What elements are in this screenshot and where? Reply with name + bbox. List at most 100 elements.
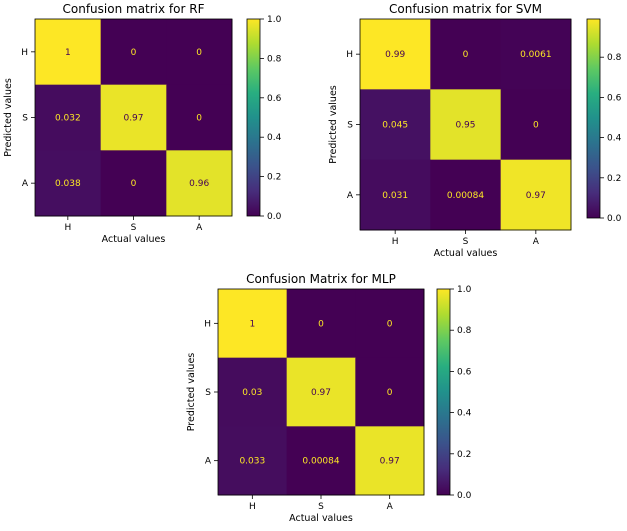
colorbar xyxy=(586,18,601,219)
cell-value-label: 0.99 xyxy=(385,50,405,60)
x-tick-label: H xyxy=(249,502,256,512)
heatmap-cell xyxy=(35,84,102,151)
heatmap-cell xyxy=(500,19,572,90)
cell-value-label: 0.97 xyxy=(526,191,546,201)
cell-value-label: 0.97 xyxy=(380,457,400,467)
heatmap-cell xyxy=(286,289,356,359)
x-tick-label: H xyxy=(64,223,71,233)
colorbar-tick-label: 0.6 xyxy=(457,367,472,377)
colorbar xyxy=(436,288,451,496)
cell-value-label: 0.0061 xyxy=(520,50,552,60)
heatmap-cell xyxy=(166,84,233,151)
y-tick-label: H xyxy=(346,50,353,60)
cell-value-label: 0.97 xyxy=(311,388,331,398)
colorbar-tick-label: 0.0 xyxy=(607,214,622,224)
cell-value-label: 0.033 xyxy=(239,457,265,467)
chart-title: Confusion Matrix for MLP xyxy=(246,272,396,286)
colorbar-tick-label: 0.0 xyxy=(457,491,472,501)
heatmap-cell xyxy=(100,19,167,86)
heatmap-cell xyxy=(35,19,102,86)
colorbar-tick-label: 0.4 xyxy=(267,133,282,143)
x-axis-label: Actual values xyxy=(434,248,498,259)
heatmap-cell xyxy=(360,89,431,161)
cell-value-label: 0 xyxy=(318,319,324,329)
heatmap-cell xyxy=(430,89,502,161)
colorbar xyxy=(246,18,261,217)
colorbar-tick-label: 0.2 xyxy=(607,174,621,184)
colorbar-tick-label: 0.6 xyxy=(267,94,282,104)
confusion-matrix-panel-1: 1 0 0 0.032 0.97 0 0.038 0 0.96 Confusion matrix … xyxy=(3,2,282,245)
colorbar-tick-label: 0.6 xyxy=(607,93,622,103)
heatmap-cell xyxy=(166,150,233,217)
heatmap-cell xyxy=(500,159,572,231)
cell-value-label: 0 xyxy=(196,114,202,124)
cell-value-label: 0.97 xyxy=(123,114,143,124)
x-tick-label: A xyxy=(533,237,540,247)
x-axis-label: Actual values xyxy=(289,513,353,524)
cell-value-label: 1 xyxy=(249,319,255,329)
cell-value-label: 0 xyxy=(387,388,393,398)
x-tick-label: S xyxy=(463,237,469,247)
cell-value-label: 0 xyxy=(387,319,393,329)
colorbar-tick-label: 0.2 xyxy=(457,450,471,460)
cell-value-label: 0 xyxy=(463,50,469,60)
cell-value-label: 1 xyxy=(65,48,71,58)
cell-value-label: 0 xyxy=(131,179,137,189)
y-tick-label: S xyxy=(22,114,28,124)
colorbar-tick-label: 0.2 xyxy=(267,173,281,183)
heatmap-cell xyxy=(218,289,288,359)
y-axis-label: Predicted values xyxy=(328,85,339,164)
heatmap-cell xyxy=(360,159,431,231)
colorbar-tick-label: 0.8 xyxy=(457,326,472,336)
colorbar-tick-label: 0.4 xyxy=(607,134,622,144)
x-axis-label: Actual values xyxy=(102,234,166,245)
y-axis-label: Predicted values xyxy=(186,353,197,432)
chart-title: Confusion matrix for RF xyxy=(63,2,205,16)
x-tick-label: A xyxy=(196,223,203,233)
heatmap-cell xyxy=(430,19,502,90)
heatmap-cell xyxy=(355,357,425,427)
heatmap-cell xyxy=(35,150,102,217)
heatmap-cell xyxy=(360,19,431,90)
y-tick-label: S xyxy=(205,388,211,398)
heatmap-cell xyxy=(218,426,288,496)
heatmap-cell xyxy=(286,426,356,496)
colorbar-tick-label: 0.8 xyxy=(267,54,282,64)
heatmap-cell xyxy=(355,289,425,359)
colorbar-tick-label: 0.4 xyxy=(457,409,472,419)
heatmap-cell xyxy=(430,159,502,231)
heatmap-cell xyxy=(355,426,425,496)
colorbar-tick-label: 0.0 xyxy=(267,212,282,222)
x-tick-label: A xyxy=(387,502,394,512)
y-tick-label: H xyxy=(204,319,211,329)
colorbar-tick-label: 1.0 xyxy=(457,285,472,295)
y-tick-label: A xyxy=(22,179,29,189)
cell-value-label: 0.00084 xyxy=(447,191,484,201)
colorbar-tick-label: 1.0 xyxy=(267,15,282,25)
cell-value-label: 0.95 xyxy=(455,121,475,131)
x-tick-label: S xyxy=(131,223,137,233)
y-axis-label: Predicted values xyxy=(3,78,14,157)
heatmap-cell xyxy=(166,19,233,86)
heatmap-cell xyxy=(218,357,288,427)
y-tick-label: A xyxy=(347,191,354,201)
x-tick-label: S xyxy=(318,502,324,512)
cell-value-label: 0.96 xyxy=(189,179,209,189)
cell-value-label: 0.031 xyxy=(382,191,408,201)
confusion-matrix-panel-3: 1 0 0 0.03 0.97 0 0.033 0.00084 0.97 Confusion Ma… xyxy=(186,272,472,524)
cell-value-label: 0.032 xyxy=(55,114,81,124)
cell-value-label: 0.038 xyxy=(55,179,81,189)
cell-value-label: 0 xyxy=(131,48,137,58)
cell-value-label: 0.045 xyxy=(382,121,408,131)
heatmap-cell xyxy=(100,150,167,217)
heatmap-cell xyxy=(500,89,572,161)
cell-value-label: 0 xyxy=(196,48,202,58)
cell-value-label: 0.03 xyxy=(242,388,262,398)
colorbar-tick-label: 0.8 xyxy=(607,53,622,63)
heatmap-cell xyxy=(100,84,167,151)
heatmap-cell xyxy=(286,357,356,427)
confusion-matrix-panel-2: 0.99 0 0.0061 0.045 0.95 0 0.031 0.00084 0.97 Con… xyxy=(328,2,622,259)
y-tick-label: H xyxy=(21,48,28,58)
y-tick-label: A xyxy=(205,457,212,467)
